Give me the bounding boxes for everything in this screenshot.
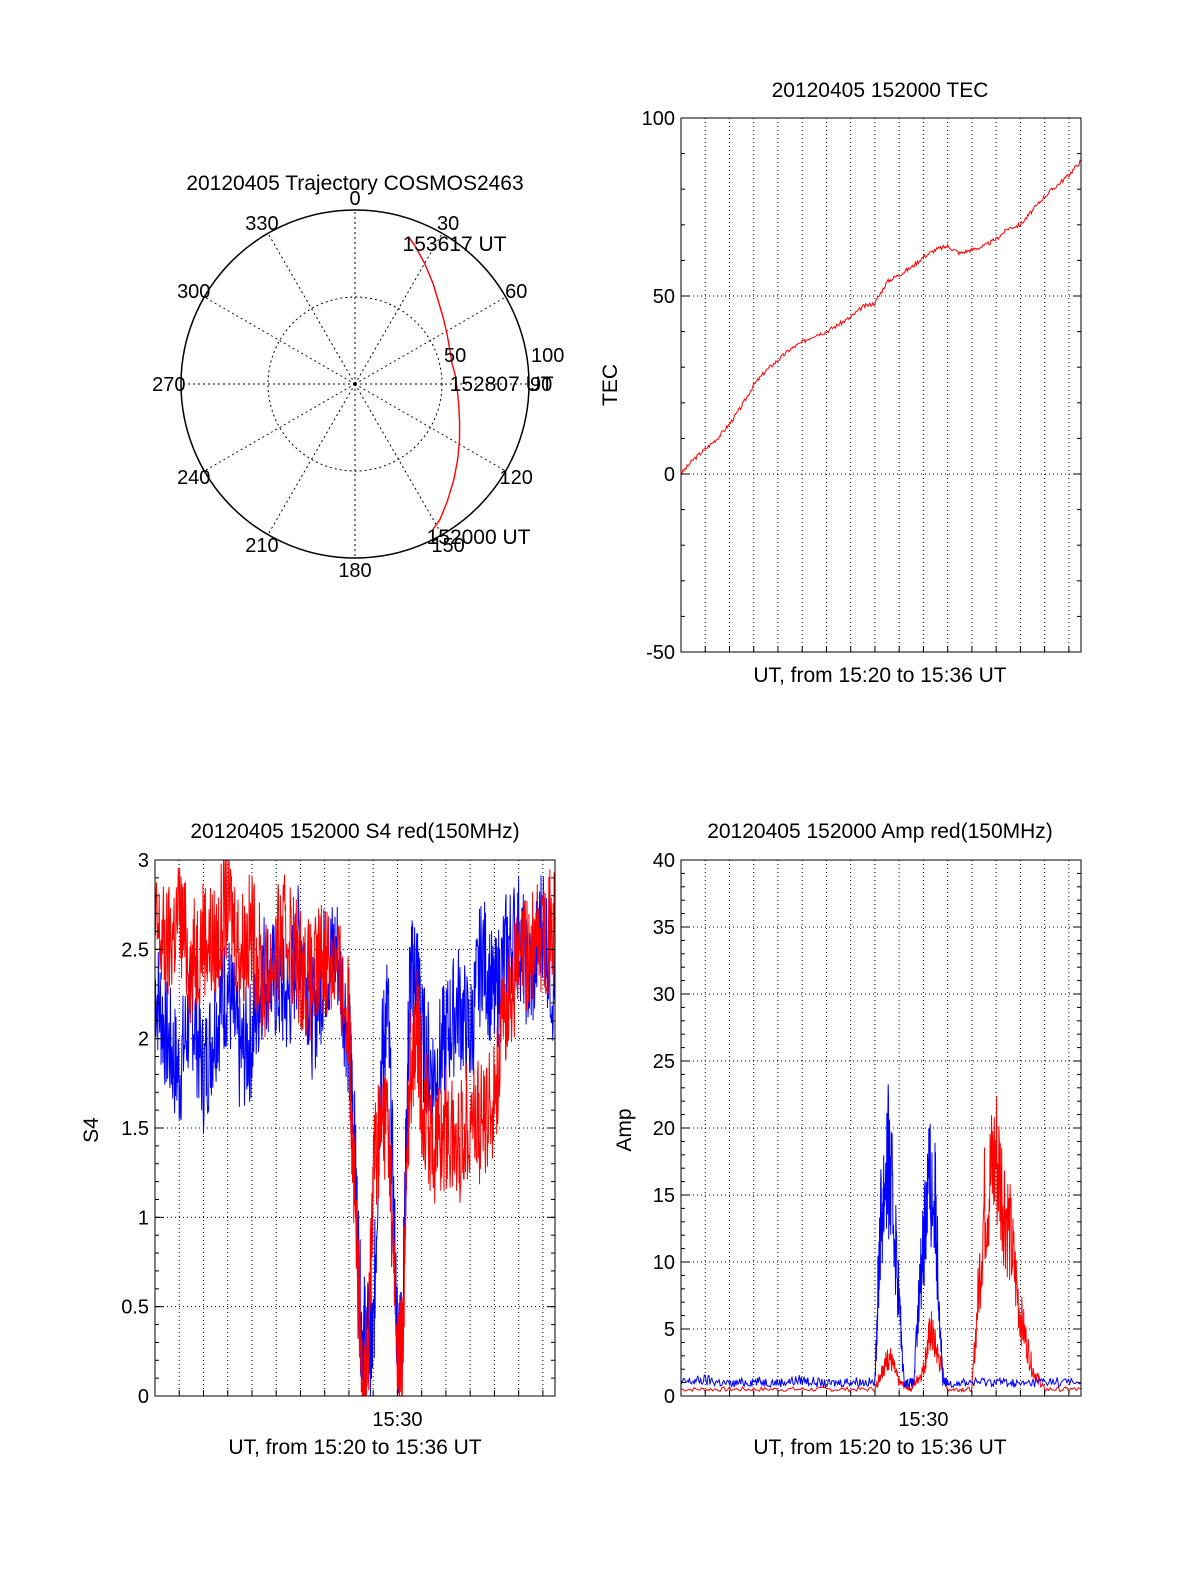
- polar-angle-label: 210: [245, 535, 278, 557]
- polar-angle-label: 90: [530, 374, 552, 396]
- s4-title: 20120405 152000 S4 red(150MHz): [190, 820, 519, 843]
- trajectory-polar-panel: 20120405 Trajectory COSMOS2463 0 30 60 90 12…: [152, 172, 564, 582]
- s4-ytick-label: 2.5: [121, 939, 149, 961]
- polar-spoke: [267, 383, 356, 535]
- amp-xlabel: UT, from 15:20 to 15:36 UT: [753, 1436, 1006, 1459]
- polar-angle-label: 270: [152, 374, 185, 396]
- amp-ytick-label: 35: [653, 917, 675, 939]
- s4-chart-panel: 20120405 152000 S4 red(150MHz) 0 0.5 1 1.5 2…: [80, 820, 556, 1459]
- tec-xlabel: UT, from 15:20 to 15:36 UT: [753, 664, 1006, 687]
- s4-xtick-label: 15:30: [372, 1409, 422, 1431]
- trajectory-title: 20120405 Trajectory COSMOS2463: [186, 172, 523, 195]
- trajectory-time-annotation: 152807 UT: [450, 373, 554, 396]
- polar-angle-label: 60: [505, 281, 527, 303]
- s4-ytick-label: 1: [138, 1207, 149, 1229]
- tec-ylabel: TEC: [599, 364, 622, 406]
- trajectory-track-line: [408, 236, 461, 531]
- trajectory-time-annotation: 153617 UT: [403, 233, 507, 256]
- polar-angle-label: 300: [177, 281, 210, 303]
- tec-ticks: -50 0 50 100: [642, 108, 1081, 664]
- polar-radial-label: 50: [444, 345, 466, 367]
- polar-labels: 0 30 60 90 120 150 180 210 240 270 300 330 50 100 1536…: [152, 188, 564, 582]
- polar-angle-label: 0: [349, 188, 360, 210]
- s4-ytick-label: 1.5: [121, 1118, 149, 1140]
- polar-outer-circle: [180, 209, 530, 559]
- amp-ytick-label: 15: [653, 1185, 675, 1207]
- s4-ticks: 0 0.5 1 1.5 2 2.5 3 15:30: [121, 850, 555, 1431]
- polar-spoke: [354, 233, 443, 385]
- s4-ytick-label: 0: [138, 1386, 149, 1408]
- tec-ytick-label: 100: [642, 108, 675, 130]
- amp-ytick-label: 40: [653, 850, 675, 872]
- tec-series-line-red: [680, 159, 1082, 476]
- amp-series: [680, 1084, 1082, 1393]
- tec-title: 20120405 152000 TEC: [772, 79, 989, 102]
- amp-grid: [681, 860, 1081, 1396]
- tec-ytick-label: -50: [646, 642, 675, 664]
- polar-angle-label: 180: [338, 560, 371, 582]
- amp-ytick-label: 30: [653, 984, 675, 1006]
- polar-angle-label: 30: [437, 213, 459, 235]
- amp-series-line-red: [680, 1096, 1082, 1393]
- polar-angle-label: 150: [431, 535, 464, 557]
- polar-radial-label: 100: [531, 345, 564, 367]
- amp-title: 20120405 152000 Amp red(150MHz): [707, 820, 1053, 843]
- tec-chart-panel: 20120405 152000 TEC -50 0 50 100 UT, from 1…: [599, 79, 1082, 687]
- amp-ytick-label: 20: [653, 1118, 675, 1140]
- amp-ytick-label: 0: [664, 1386, 675, 1408]
- polar-spoke: [204, 296, 356, 385]
- amp-ytick-label: 10: [653, 1252, 675, 1274]
- s4-xlabel: UT, from 15:20 to 15:36 UT: [228, 1436, 481, 1459]
- tec-grid: [681, 118, 1081, 652]
- polar-spoke: [354, 383, 443, 535]
- tec-ytick-label: 50: [653, 286, 675, 308]
- tec-ytick-label: 0: [664, 464, 675, 486]
- s4-ytick-label: 0.5: [121, 1297, 149, 1319]
- amp-xtick-label: 15:30: [898, 1409, 948, 1431]
- amp-ytick-label: 25: [653, 1051, 675, 1073]
- amp-ytick-label: 5: [664, 1319, 675, 1341]
- s4-ytick-label: 3: [138, 850, 149, 872]
- polar-spoke: [354, 383, 506, 472]
- trajectory-time-annotation: 152000 UT: [427, 526, 531, 549]
- tec-plot-frame: [680, 117, 1082, 653]
- polar-spoke: [354, 296, 506, 385]
- s4-ylabel: S4: [80, 1117, 103, 1143]
- s4-series: [154, 859, 556, 1397]
- s4-series-line-red: [154, 859, 556, 1397]
- tec-series: [680, 159, 1082, 476]
- s4-ytick-label: 2: [138, 1029, 149, 1051]
- amp-ticks: 0 5 10 15 20 25 30 35 40 15:30: [653, 850, 1081, 1431]
- polar-spoke: [267, 233, 356, 385]
- amp-chart-panel: 20120405 152000 Amp red(150MHz) 0 5 10 15 20…: [613, 820, 1082, 1459]
- polar-angle-label: 120: [500, 467, 533, 489]
- polar-angle-label: 330: [245, 213, 278, 235]
- polar-grid: [180, 209, 530, 559]
- polar-spoke: [204, 383, 356, 472]
- amp-series-line-blue: [680, 1084, 1082, 1389]
- amp-ylabel: Amp: [613, 1108, 636, 1151]
- polar-angle-label: 240: [177, 467, 210, 489]
